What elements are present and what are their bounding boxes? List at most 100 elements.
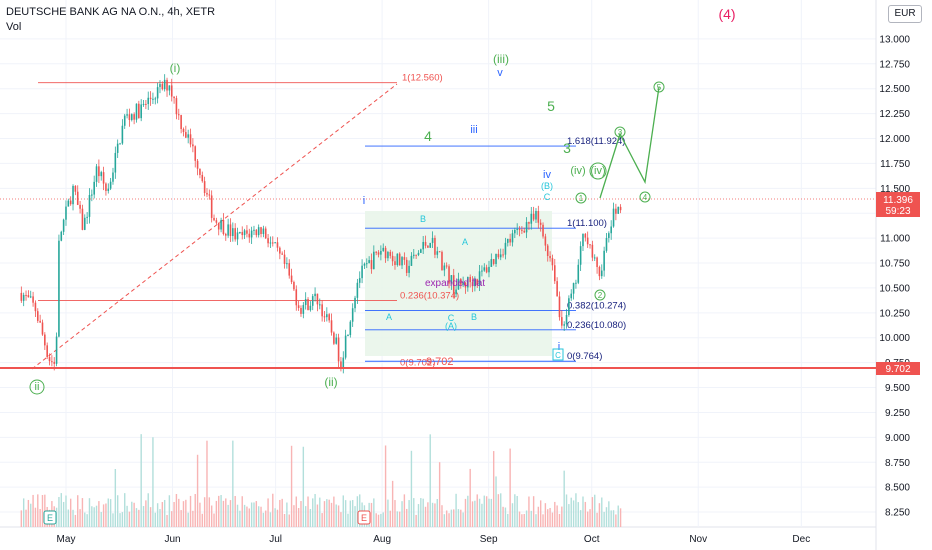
- volume-bar: [373, 498, 375, 527]
- candle-body: [375, 251, 377, 253]
- candle-body: [427, 245, 429, 248]
- volume-bar: [239, 510, 241, 527]
- volume-bar: [354, 506, 356, 527]
- volume-bar: [612, 510, 615, 527]
- candle-body: [365, 263, 368, 265]
- volume-bar: [189, 495, 192, 527]
- candle-body: [309, 305, 312, 311]
- candle-body: [161, 84, 164, 90]
- volume-bar: [102, 504, 105, 527]
- candle-body: [351, 308, 354, 322]
- candle-body: [539, 222, 542, 225]
- volume-bar: [309, 509, 312, 527]
- candle-body: [293, 282, 295, 290]
- candle-body: [138, 103, 140, 119]
- candle-body: [93, 181, 95, 195]
- candle-body: [269, 242, 272, 244]
- volume-bar: [86, 514, 88, 527]
- candle-body: [203, 181, 206, 193]
- candle-body: [109, 181, 112, 189]
- volume-bar: [163, 499, 166, 527]
- volume-bar: [74, 514, 77, 527]
- candle-body: [401, 257, 403, 266]
- volume-bar: [203, 497, 206, 527]
- y-tick-label: 12.500: [879, 84, 910, 95]
- volume-bar: [462, 512, 464, 527]
- volume-bar: [131, 501, 133, 527]
- candle-body: [506, 238, 509, 243]
- candle-body: [377, 252, 380, 255]
- volume-bar: [514, 494, 516, 527]
- volume-bar: [274, 508, 276, 527]
- volume-bar: [283, 513, 286, 527]
- y-tick-label: 13.000: [879, 34, 910, 45]
- candle-body: [215, 220, 218, 223]
- volume-bar: [344, 500, 347, 527]
- candle-body: [180, 115, 182, 130]
- volume-bar: [474, 500, 476, 527]
- candle-body: [326, 314, 328, 318]
- c-box: [552, 348, 564, 361]
- time-axis[interactable]: May Jun Jul Aug Sep Oct Nov Dec: [57, 534, 811, 545]
- volume-bar: [109, 499, 112, 527]
- candle-body: [210, 195, 213, 218]
- candle-body: [98, 166, 100, 177]
- candle-body: [318, 304, 321, 306]
- candle-body: [182, 129, 185, 133]
- volume-bar: [424, 506, 427, 527]
- fib-label: 0(9.764): [567, 351, 602, 362]
- candle-body: [170, 85, 173, 97]
- candle-body: [274, 242, 276, 244]
- volume-bar: [60, 493, 62, 527]
- volume-bar: [351, 500, 354, 527]
- overlap-label: 9.702: [426, 356, 454, 368]
- candle-body: [279, 247, 281, 254]
- volume-bar: [380, 513, 382, 527]
- volume-bar: [340, 512, 342, 527]
- candle-body: [147, 97, 150, 105]
- candle-body: [523, 230, 526, 233]
- trend-line: [31, 83, 398, 370]
- y-tick-label: 9.000: [885, 433, 910, 444]
- candle-body: [55, 336, 58, 364]
- volume-bar: [406, 508, 408, 527]
- volume-bar: [58, 496, 60, 527]
- volume-bar: [279, 499, 281, 527]
- candle-body: [530, 213, 533, 224]
- volume-bar: [312, 498, 314, 527]
- wave-label-A-paren: (A): [445, 321, 457, 331]
- candle-body: [286, 263, 288, 265]
- candle-body: [22, 294, 25, 301]
- volume-bar: [441, 505, 443, 527]
- candle-body: [36, 311, 39, 321]
- wave-ring-ii: [29, 379, 45, 395]
- wave-label-B-box: B: [420, 214, 426, 224]
- volume-bar: [93, 507, 95, 527]
- candle-body: [589, 244, 591, 246]
- wave-label-i-sept: i: [558, 341, 560, 353]
- volume-bar: [159, 509, 161, 527]
- candle-body: [175, 98, 178, 115]
- currency-button[interactable]: EUR: [888, 5, 922, 23]
- volume-bar: [525, 510, 528, 527]
- volume-bar: [579, 510, 582, 527]
- volume-bar: [532, 496, 535, 527]
- candle-body: [405, 259, 408, 273]
- candle-body: [152, 98, 154, 100]
- candle-body: [123, 115, 126, 126]
- candle-body: [358, 278, 361, 283]
- volume-bar: [67, 509, 70, 527]
- candle-body: [330, 320, 333, 333]
- candle-body: [290, 275, 293, 283]
- candle-body: [271, 242, 274, 244]
- volume-bar: [464, 498, 467, 527]
- count-4-ring: [639, 191, 651, 203]
- y-tick-label: 9.250: [885, 408, 910, 419]
- candle-body: [69, 200, 72, 205]
- candle-body: [156, 87, 159, 99]
- candle-body: [549, 255, 551, 259]
- candle-body: [361, 265, 363, 279]
- volume-bar: [586, 511, 589, 527]
- price-axis[interactable]: 13.000 12.750 12.500 12.250 12.000 11.750 11.5…: [879, 34, 910, 518]
